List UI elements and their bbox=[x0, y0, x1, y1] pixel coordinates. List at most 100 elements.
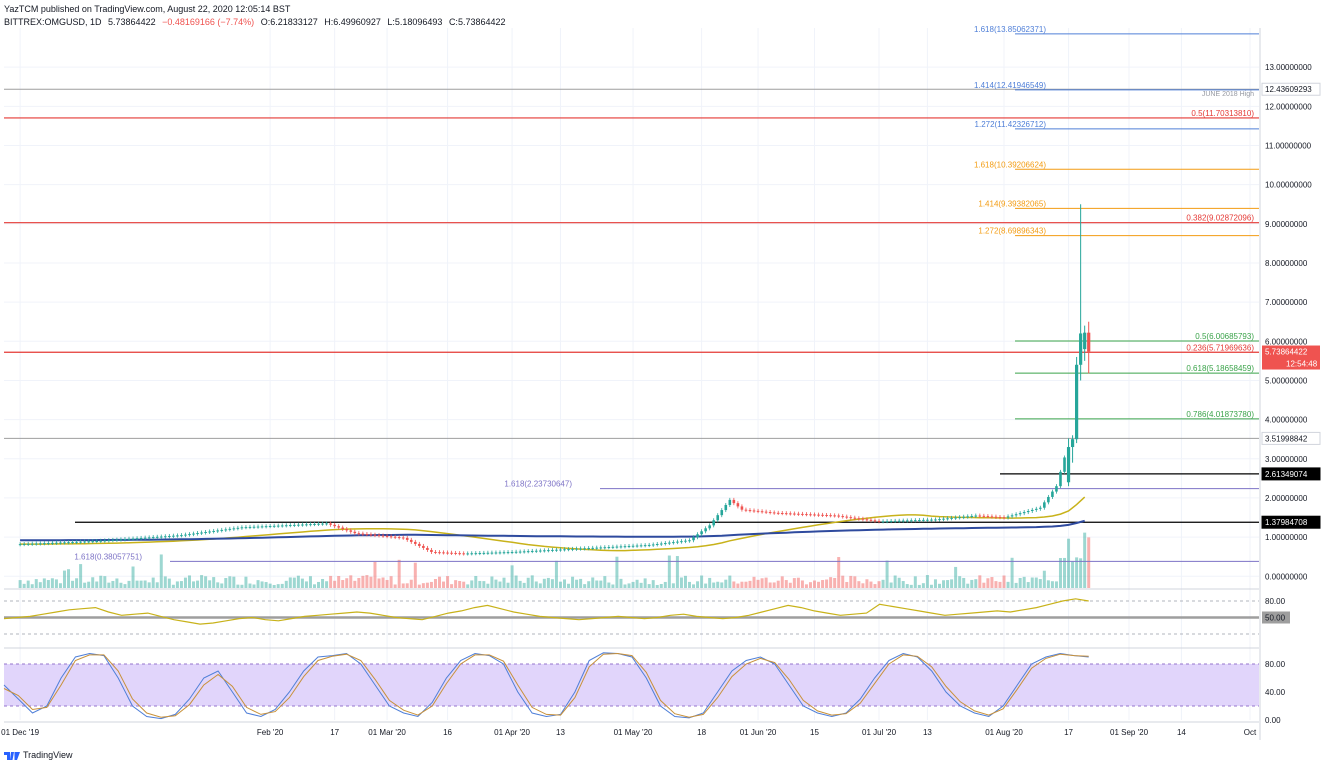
candle-body bbox=[623, 546, 627, 548]
x-tick-label: 01 Dec '19 bbox=[1, 728, 40, 737]
volume-bar bbox=[796, 577, 800, 588]
candle-body bbox=[288, 525, 292, 527]
candle-body bbox=[280, 525, 284, 527]
volume-bar bbox=[151, 577, 155, 588]
candle-body bbox=[268, 525, 272, 527]
volume-bar bbox=[986, 578, 990, 588]
volume-bar bbox=[437, 576, 441, 588]
x-tick-label: 01 Mar '20 bbox=[368, 728, 406, 737]
candle-body bbox=[801, 513, 804, 515]
candle-body bbox=[369, 534, 373, 536]
volume-bar bbox=[752, 576, 756, 588]
candle-body bbox=[151, 537, 155, 539]
fib-label: 1.414(9.39382065) bbox=[978, 199, 1046, 208]
volume-bar bbox=[482, 581, 486, 588]
volume-bar bbox=[808, 582, 812, 588]
volume-bar bbox=[26, 580, 30, 588]
candle-body bbox=[212, 530, 215, 532]
candle-body bbox=[825, 515, 828, 517]
volume-bar bbox=[333, 580, 337, 588]
candle-body bbox=[539, 550, 542, 552]
level-note: JUNE 2018 High bbox=[1202, 91, 1254, 98]
x-tick-label: 14 bbox=[1177, 728, 1186, 737]
volume-bar bbox=[1046, 580, 1050, 588]
candle-body bbox=[1079, 333, 1083, 365]
candle-body bbox=[934, 519, 937, 521]
candle-body bbox=[655, 543, 659, 545]
volume-bar bbox=[147, 582, 151, 588]
candle-body bbox=[208, 531, 211, 533]
volume-bar bbox=[736, 583, 740, 588]
volume-bar bbox=[526, 577, 530, 588]
candle-body bbox=[1063, 457, 1066, 472]
low-value: L:5.18096493 bbox=[387, 17, 443, 27]
candle-body bbox=[434, 551, 437, 553]
candle-body bbox=[264, 526, 268, 528]
volume-bar bbox=[905, 584, 909, 588]
volume-bar bbox=[127, 580, 131, 588]
candle-body bbox=[748, 510, 752, 512]
candle-body bbox=[462, 553, 465, 555]
volume-bar bbox=[300, 578, 304, 588]
candle-body bbox=[776, 512, 780, 514]
candle-body bbox=[91, 541, 95, 543]
candle-body bbox=[1066, 447, 1071, 483]
volume-bar bbox=[877, 581, 881, 588]
candle-body bbox=[575, 548, 578, 550]
volume-bar bbox=[966, 583, 970, 588]
volume-bar bbox=[740, 581, 744, 588]
candle-body bbox=[418, 543, 421, 546]
candle-body bbox=[365, 533, 369, 535]
candle-body bbox=[631, 545, 635, 547]
candle-body bbox=[514, 551, 518, 553]
x-tick-label: 13 bbox=[556, 728, 565, 737]
volume-bar bbox=[95, 581, 99, 588]
candle-body bbox=[559, 549, 562, 551]
volume-bar bbox=[663, 581, 667, 588]
volume-bar bbox=[978, 575, 982, 588]
volume-bar bbox=[167, 578, 171, 588]
candle-body bbox=[716, 515, 720, 521]
candle-body bbox=[530, 550, 534, 552]
symbol: BITTREX:OMGUSD, 1D bbox=[4, 17, 102, 27]
level-label: 0.382(9.02872096) bbox=[1186, 214, 1254, 223]
candle-body bbox=[139, 537, 143, 539]
candle-body bbox=[119, 539, 123, 541]
price-tag-label: 2.61349074 bbox=[1265, 470, 1308, 479]
volume-bar bbox=[800, 580, 804, 588]
volume-bar bbox=[889, 582, 893, 588]
volume-bar bbox=[700, 575, 704, 588]
candle-body bbox=[236, 527, 240, 529]
volume-bar bbox=[1026, 582, 1030, 588]
volume-bar bbox=[155, 582, 159, 588]
volume-bar bbox=[853, 576, 857, 588]
volume-bar bbox=[925, 575, 929, 588]
candle-body bbox=[591, 547, 595, 549]
candle-body bbox=[615, 546, 619, 548]
price-tag bbox=[1261, 467, 1321, 481]
candle-body bbox=[200, 532, 203, 534]
candle-body bbox=[155, 536, 159, 538]
candle-body bbox=[192, 533, 195, 535]
candle-body bbox=[845, 516, 849, 518]
candle-body bbox=[990, 516, 994, 518]
volume-bar bbox=[216, 582, 220, 588]
volume-bar bbox=[454, 580, 458, 588]
volume-bar bbox=[268, 583, 272, 588]
volume-bar bbox=[42, 578, 46, 588]
candle-body bbox=[728, 499, 732, 505]
candle-body bbox=[337, 526, 340, 528]
candle-body bbox=[377, 535, 381, 537]
candle-body bbox=[216, 530, 220, 532]
candle-body bbox=[498, 552, 502, 554]
volume-bar bbox=[748, 580, 752, 588]
rsi-tick-label: 80.00 bbox=[1265, 597, 1286, 606]
candle-body bbox=[71, 541, 74, 543]
price-tag bbox=[1261, 431, 1321, 445]
candle-body bbox=[720, 510, 724, 516]
candle-body bbox=[970, 515, 974, 517]
stoch-line bbox=[3, 652, 1089, 720]
y-tick-label: 0.00000000 bbox=[1265, 572, 1308, 581]
candle-body bbox=[163, 536, 167, 538]
